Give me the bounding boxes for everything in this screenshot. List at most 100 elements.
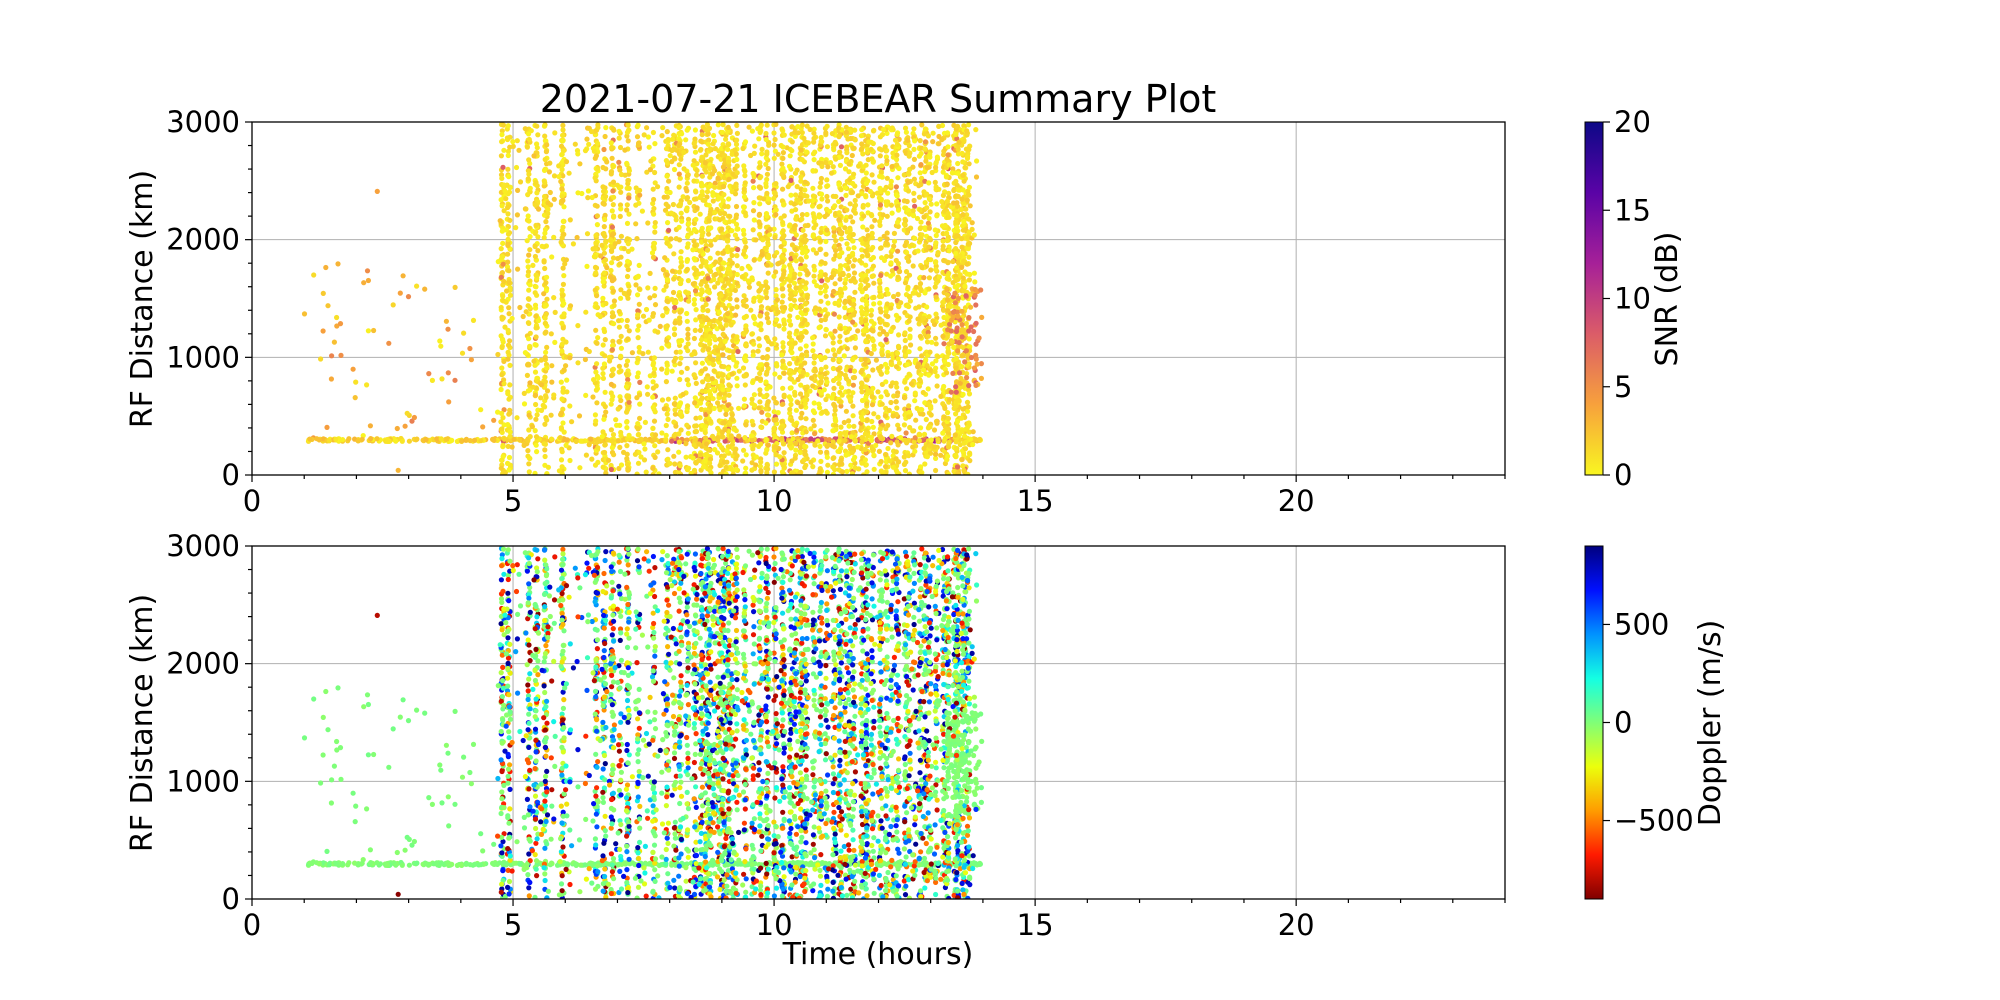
scatter-point	[926, 286, 932, 292]
scatter-point	[851, 145, 857, 151]
scatter-point	[816, 214, 823, 220]
scatter-point	[715, 122, 721, 128]
scatter-point	[699, 395, 705, 401]
scatter-point	[741, 331, 747, 337]
scatter-point	[764, 311, 770, 317]
scatter-point	[837, 333, 843, 339]
scatter-point	[678, 210, 684, 216]
scatter-point	[532, 342, 538, 348]
scatter-point	[831, 401, 837, 407]
scatter-point	[742, 173, 748, 179]
scatter-point	[842, 372, 849, 378]
scatter-point	[350, 366, 356, 372]
scatter-point	[616, 324, 623, 330]
scatter-point	[877, 434, 884, 440]
scatter-point	[506, 396, 512, 402]
scatter-point	[859, 397, 866, 404]
scatter-point	[764, 462, 771, 468]
scatter-point	[559, 348, 565, 354]
scatter-point	[328, 376, 334, 382]
scatter-point	[543, 394, 549, 401]
scatter-point	[676, 431, 682, 437]
scatter-point	[721, 395, 727, 402]
scatter-point	[858, 237, 864, 243]
scatter-point	[765, 270, 771, 276]
scatter-point	[818, 175, 825, 182]
scatter-point	[864, 409, 870, 415]
scatter-point	[741, 396, 748, 402]
scatter-point	[851, 245, 857, 251]
scatter-point	[832, 352, 838, 358]
scatter-point	[865, 252, 871, 258]
scatter-point	[933, 159, 939, 165]
scatter-point	[559, 151, 565, 157]
scatter-point	[616, 339, 622, 345]
scatter-point	[907, 314, 913, 320]
scatter-point	[906, 303, 912, 310]
scatter-point	[671, 276, 677, 282]
scatter-point	[634, 236, 640, 242]
scatter-point	[558, 239, 564, 245]
scatter-point	[864, 149, 871, 155]
scatter-point	[446, 399, 452, 405]
scatter-point	[684, 188, 690, 194]
scatter-point	[721, 453, 727, 459]
scatter-point	[813, 310, 819, 316]
scatter-point	[637, 401, 643, 407]
scatter-point	[676, 224, 682, 230]
scatter-point	[652, 302, 659, 308]
scatter-point	[702, 197, 708, 203]
scatter-point	[773, 212, 779, 218]
scatter-point	[542, 156, 548, 163]
scatter-point	[817, 468, 823, 475]
scatter-point	[691, 297, 698, 303]
scatter-point	[652, 180, 658, 186]
scatter-point	[921, 445, 927, 452]
scatter-point	[700, 379, 706, 385]
scatter-point	[677, 315, 683, 321]
scatter-point	[902, 243, 908, 249]
scatter-point	[846, 169, 852, 175]
scatter-point	[618, 433, 624, 439]
scatter-point	[726, 141, 732, 148]
scatter-point	[787, 361, 793, 367]
scatter-point	[780, 219, 786, 226]
scatter-point	[912, 398, 918, 404]
scatter-point	[798, 382, 804, 388]
scatter-point	[560, 420, 566, 426]
scatter-point	[774, 250, 780, 256]
scatter-point	[470, 317, 477, 323]
scatter-point	[651, 366, 658, 372]
scatter-point	[859, 309, 865, 315]
scatter-point	[788, 302, 794, 309]
scatter-point	[771, 273, 777, 279]
scatter-point	[830, 347, 837, 353]
scatter-point	[624, 409, 630, 415]
scatter-point	[651, 418, 658, 424]
scatter-point	[799, 410, 805, 416]
scatter-point	[692, 257, 698, 263]
scatter-point	[902, 330, 908, 336]
scatter-point	[693, 437, 699, 443]
scatter-point	[773, 461, 780, 467]
scatter-point	[830, 455, 836, 461]
scatter-point	[759, 409, 765, 415]
scatter-point	[940, 246, 946, 252]
scatter-point	[893, 380, 899, 386]
scatter-point	[592, 412, 599, 418]
scatter-point	[500, 240, 506, 246]
scatter-point	[788, 401, 794, 408]
scatter-point	[624, 461, 631, 467]
scatter-point	[716, 310, 722, 316]
scatter-point	[316, 437, 322, 443]
scatter-point	[757, 463, 764, 469]
scatter-point	[663, 379, 670, 385]
scatter-point	[501, 147, 507, 153]
scatter-point	[850, 403, 856, 409]
scatter-point	[884, 253, 890, 260]
scatter-point	[698, 146, 704, 153]
scatter-point	[720, 352, 726, 358]
scatter-point	[712, 180, 718, 186]
scatter-point	[501, 208, 507, 214]
scatter-point	[676, 124, 682, 131]
